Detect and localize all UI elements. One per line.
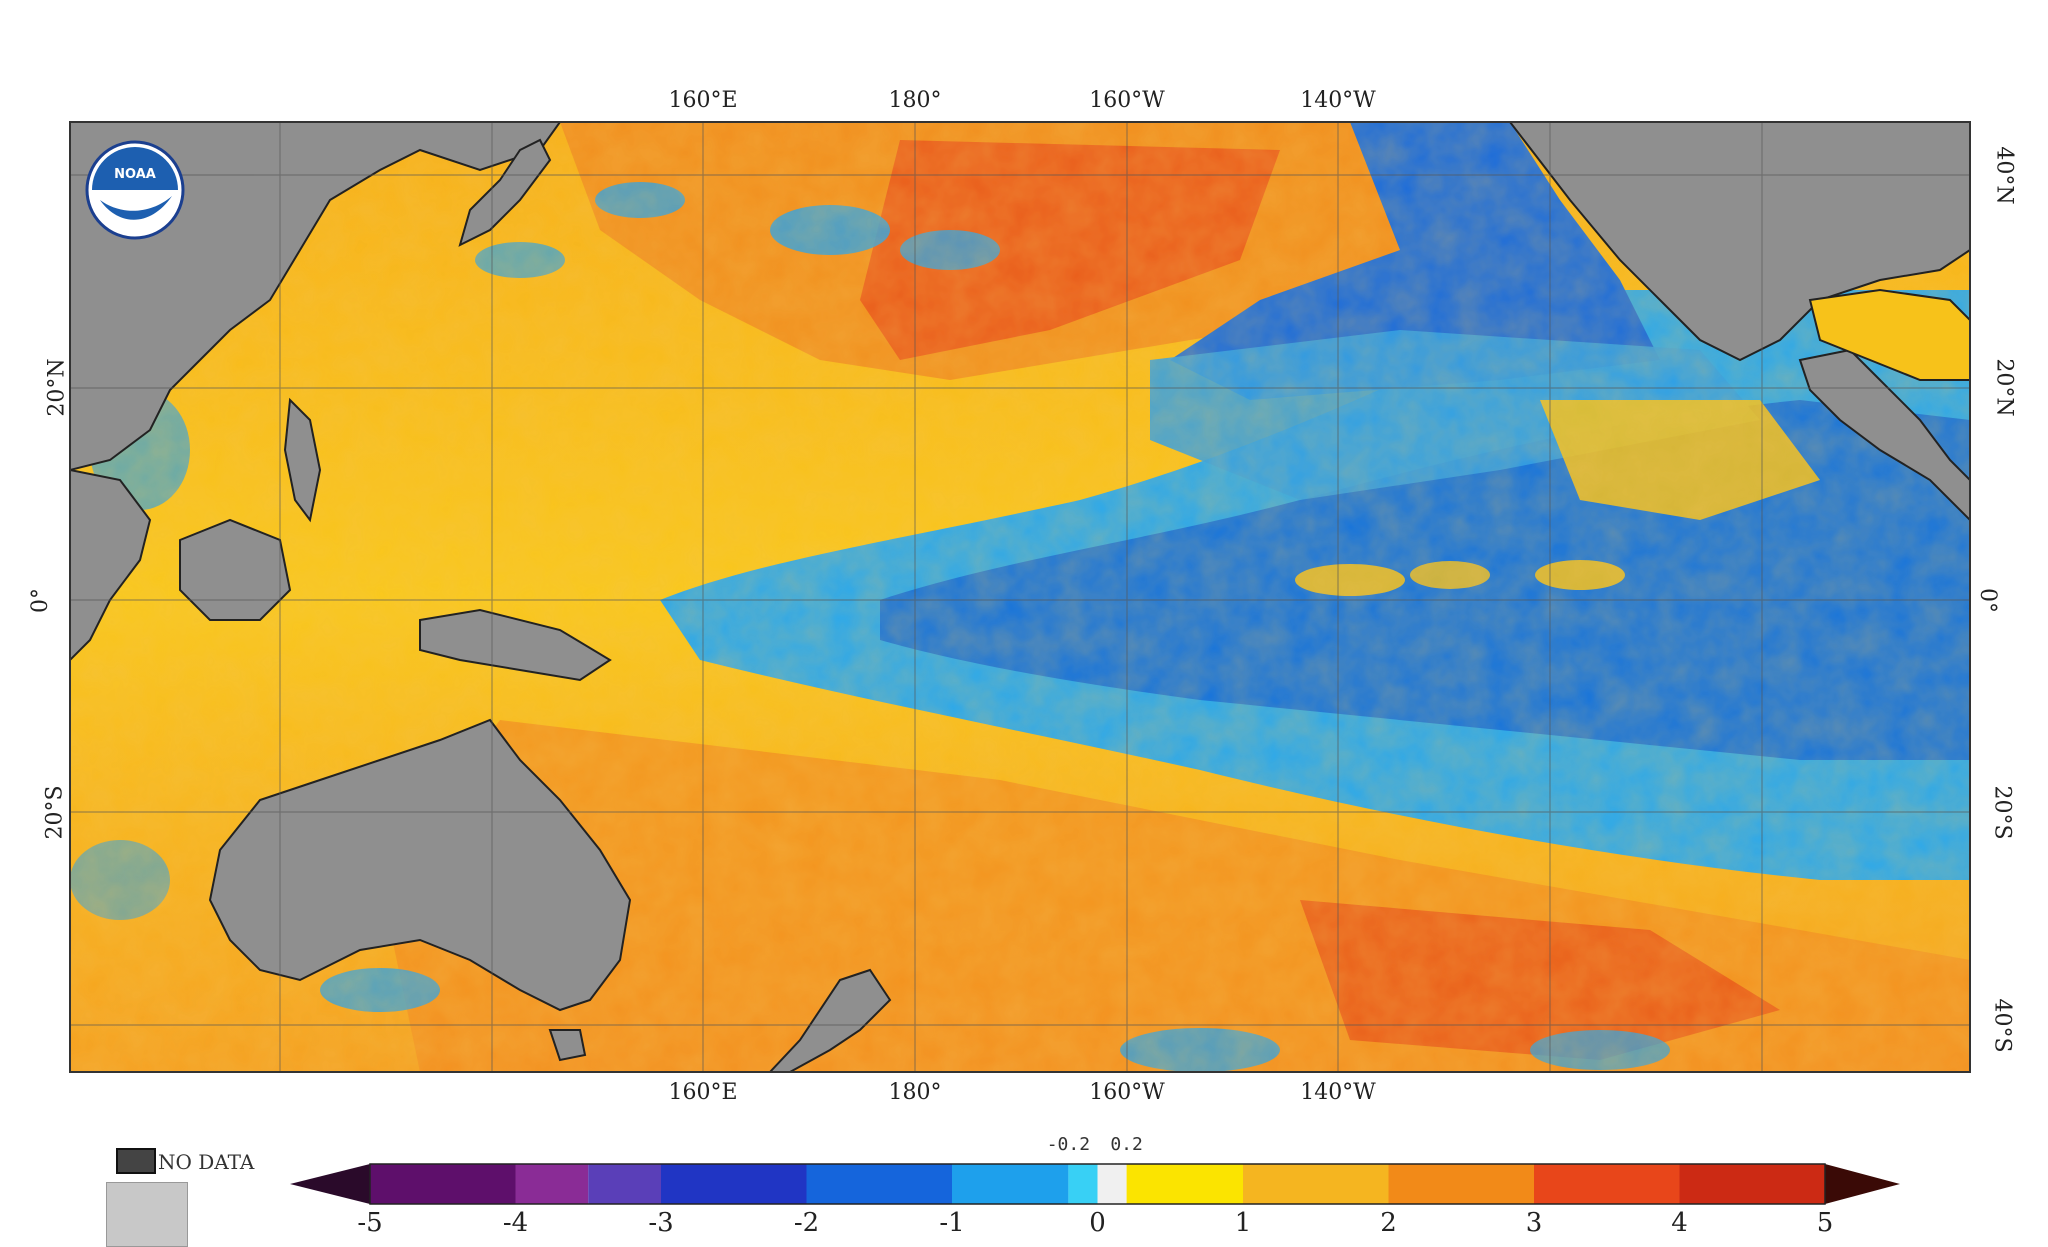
colorbar-segment xyxy=(370,1164,516,1204)
lon-label-bottom: 180° xyxy=(888,1080,942,1105)
land-asia xyxy=(70,122,562,472)
lat-label-right: 40°N xyxy=(1991,146,2017,205)
colorbar-segment xyxy=(515,1164,589,1204)
noaa-logo: NOAA xyxy=(85,140,185,240)
lon-label-top: 140°W xyxy=(1300,88,1376,113)
lat-label-left: 20°N xyxy=(44,358,70,417)
colorbar-tick-label: 5 xyxy=(1816,1208,1834,1238)
lat-label-right: 40°S xyxy=(1989,998,2015,1053)
lon-label-bottom: 140°W xyxy=(1300,1080,1376,1105)
colorbar-tick-label: -3 xyxy=(648,1208,674,1238)
map-area xyxy=(70,122,1970,1072)
land-central-america xyxy=(1798,348,1970,522)
colorbar-small-tick-label: -0.2 xyxy=(1046,1134,1091,1155)
colorbar-tick-label: -2 xyxy=(793,1208,820,1238)
lat-label-right: 0° xyxy=(1975,588,2000,613)
colorbar-tick-label: 4 xyxy=(1671,1208,1688,1238)
colorbar-segment xyxy=(806,1164,952,1204)
lon-label-top: 160°E xyxy=(668,88,738,113)
colorbar-tick-label: 0 xyxy=(1089,1208,1106,1238)
land-north-america xyxy=(1508,122,1970,362)
land-indochina xyxy=(70,468,152,662)
colorbar-segment xyxy=(588,1164,661,1204)
lat-label-right: 20°S xyxy=(1989,785,2015,840)
lon-label-bottom: 160°W xyxy=(1089,1080,1165,1105)
colorbar-tick-label: 1 xyxy=(1234,1208,1252,1238)
land-tasmania xyxy=(548,1029,587,1062)
colorbar-segment xyxy=(1097,1164,1127,1204)
colorbar-segment xyxy=(661,1164,807,1204)
colorbar-tick-label: -4 xyxy=(502,1208,529,1238)
colorbar-segment xyxy=(1388,1164,1534,1204)
no-data-icon xyxy=(116,1148,156,1174)
lat-label-left: 0° xyxy=(28,588,53,613)
colorbar-segment xyxy=(1068,1164,1098,1204)
colorbar-small-tick-label: 0.2 xyxy=(1110,1134,1143,1155)
lon-label-top: 160°W xyxy=(1089,88,1165,113)
colorbar-tick-label: 3 xyxy=(1525,1208,1543,1238)
land-philippines xyxy=(283,397,322,523)
colorbar-segment xyxy=(1243,1164,1389,1204)
colorbar-segment xyxy=(1126,1164,1243,1204)
lat-label-left: 20°S xyxy=(42,785,68,840)
ocean-gulf-of-mexico xyxy=(1808,288,1970,381)
colorbar-outline xyxy=(369,1163,1826,1205)
colorbar-max-arrow xyxy=(1825,1164,1900,1204)
colorbar-tick-label: -1 xyxy=(939,1208,965,1238)
no-data-swatch xyxy=(106,1182,188,1247)
noaa-logo-text: NOAA xyxy=(114,167,156,182)
colorbar-tick-label: -5 xyxy=(357,1208,383,1238)
colorbar-tick-label: 2 xyxy=(1380,1208,1397,1238)
land-new-guinea xyxy=(419,608,612,682)
colorbar-segment xyxy=(952,1164,1069,1204)
map-frame xyxy=(69,121,1971,1073)
colorbar-min-arrow xyxy=(290,1164,370,1204)
land-borneo xyxy=(179,518,292,621)
lon-label-top: 180° xyxy=(888,88,942,113)
land-new-zealand xyxy=(768,968,892,1072)
graticule xyxy=(70,122,1970,1072)
lon-label-bottom: 160°E xyxy=(668,1080,738,1105)
lat-label-right: 20°N xyxy=(1991,358,2017,417)
colorbar xyxy=(290,1163,1900,1205)
colorbar-segment xyxy=(1534,1164,1680,1204)
colorbar-segment xyxy=(1679,1164,1825,1204)
no-data-label: NO DATA xyxy=(158,1150,255,1174)
land-japan xyxy=(458,138,552,247)
